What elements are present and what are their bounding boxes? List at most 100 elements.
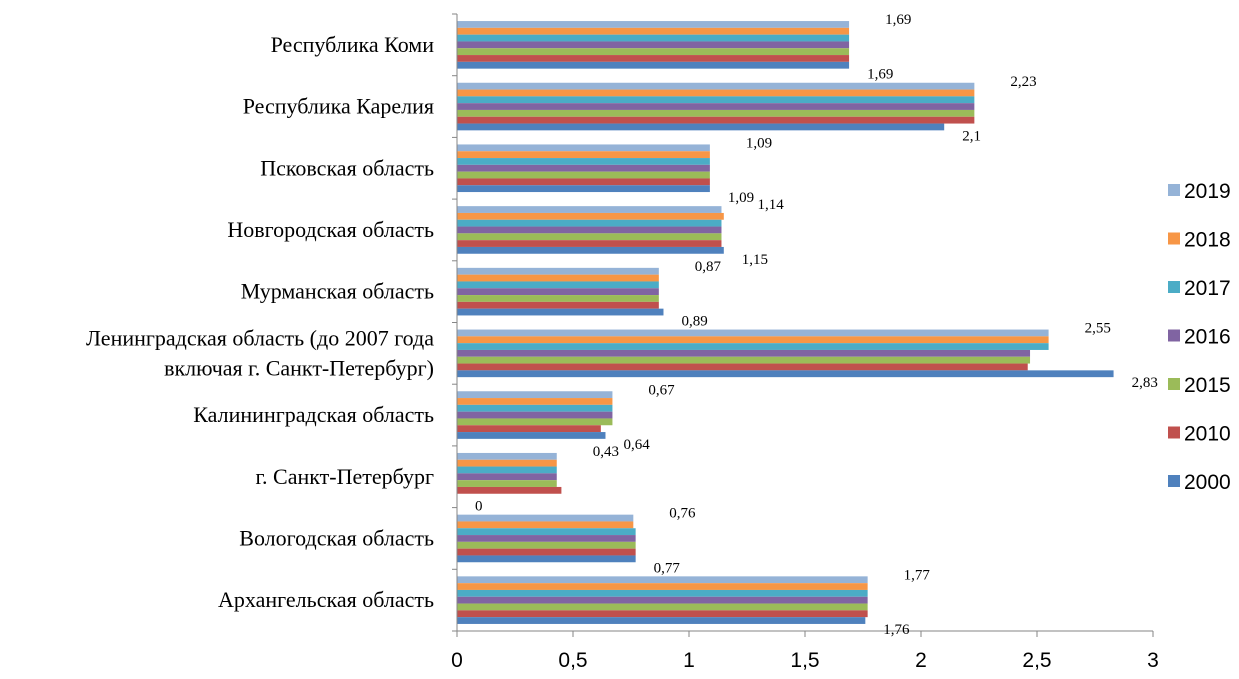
bar-2015-7 bbox=[457, 480, 557, 487]
x-tick-label: 2,5 bbox=[1022, 649, 1051, 672]
bar-2016-9 bbox=[457, 596, 868, 604]
bar-2018-4 bbox=[457, 274, 659, 282]
bar-2015-1 bbox=[457, 109, 975, 117]
bar-2019-6 bbox=[457, 391, 613, 399]
data-label-top: 1,14 bbox=[758, 197, 785, 213]
bar-2010-6 bbox=[457, 425, 601, 433]
category-label-line: Новгородская область bbox=[227, 217, 434, 242]
x-tick-label: 0,5 bbox=[558, 649, 587, 672]
bar-2016-0 bbox=[457, 41, 850, 49]
bar-2000-8 bbox=[457, 555, 636, 563]
bar-2017-2 bbox=[457, 158, 710, 165]
bar-2018-9 bbox=[457, 583, 868, 590]
bar-2015-9 bbox=[457, 603, 868, 611]
category-label-line: Ленинградская область (до 2007 года bbox=[86, 325, 434, 350]
bar-2000-3 bbox=[457, 246, 724, 254]
category-label: Республика Коми bbox=[271, 32, 435, 57]
legend-label-2010: 2010 bbox=[1184, 423, 1231, 446]
data-label-bottom: 2,83 bbox=[1132, 375, 1158, 391]
data-label-top: 1,77 bbox=[904, 567, 931, 583]
bar-2018-5 bbox=[457, 336, 1049, 344]
bar-2016-4 bbox=[457, 288, 659, 296]
category-label: Республика Карелия bbox=[243, 94, 434, 119]
bar-2016-3 bbox=[457, 226, 722, 234]
data-label-top: 2,55 bbox=[1085, 321, 1111, 337]
category-label-line: Республика Карелия bbox=[243, 94, 434, 119]
data-label-top: 1,09 bbox=[746, 136, 772, 152]
bar-2016-5 bbox=[457, 349, 1031, 357]
category-label: г. Санкт-Петербург bbox=[255, 464, 434, 489]
legend: 2019 2018 2017 2016 2015 2010 2000 bbox=[1168, 180, 1231, 494]
bar-2019-9 bbox=[457, 576, 868, 584]
category-label-line: Псковская область bbox=[260, 155, 434, 180]
bar-2015-2 bbox=[457, 171, 710, 179]
bar-2016-1 bbox=[457, 103, 975, 110]
x-tick-label: 0 bbox=[451, 649, 463, 672]
data-label-top: 0,43 bbox=[593, 444, 619, 460]
data-label-bottom: 1,76 bbox=[883, 622, 910, 638]
category-label: Калининградская область bbox=[193, 402, 434, 427]
legend-label-2015: 2015 bbox=[1184, 374, 1231, 397]
bar-2016-8 bbox=[457, 535, 636, 542]
bar-2018-3 bbox=[457, 212, 724, 220]
bar-2010-7 bbox=[457, 486, 562, 494]
bar-2010-0 bbox=[457, 55, 850, 62]
bar-2000-1 bbox=[457, 123, 945, 131]
x-tick-label: 1 bbox=[683, 649, 695, 672]
category-label-line: г. Санкт-Петербург bbox=[255, 464, 434, 489]
bar-2017-4 bbox=[457, 281, 659, 289]
category-label-line: Вологодская область bbox=[239, 526, 434, 551]
bar-2017-9 bbox=[457, 589, 868, 597]
bar-2015-4 bbox=[457, 295, 659, 302]
bar-2018-2 bbox=[457, 151, 710, 159]
x-axis-ticks: 0 0,5 1 1,5 2 2,5 3 bbox=[451, 631, 1159, 672]
bar-2017-7 bbox=[457, 466, 557, 474]
data-label-bottom: 2,1 bbox=[962, 128, 981, 144]
category-label-line: Архангельская область bbox=[218, 587, 434, 612]
category-labels: Республика Коми Республика Карелия Псковск… bbox=[86, 32, 434, 612]
category-label-line: включая г. Санкт-Петербург) bbox=[164, 355, 434, 380]
legend-label-2018: 2018 bbox=[1184, 229, 1231, 252]
bar-2015-6 bbox=[457, 418, 613, 426]
bar-2015-0 bbox=[457, 48, 850, 56]
bar-2019-4 bbox=[457, 267, 659, 275]
bar-2000-4 bbox=[457, 308, 664, 316]
bar-2019-2 bbox=[457, 144, 710, 152]
legend-swatch-2019 bbox=[1168, 184, 1180, 196]
bar-2015-5 bbox=[457, 356, 1031, 364]
bar-2010-4 bbox=[457, 301, 659, 309]
bar-2010-8 bbox=[457, 548, 636, 556]
bar-2017-0 bbox=[457, 34, 850, 42]
bar-2017-8 bbox=[457, 528, 636, 536]
category-label: Новгородская область bbox=[227, 217, 434, 242]
data-label-bottom: 0,89 bbox=[682, 314, 708, 330]
bar-2019-1 bbox=[457, 82, 975, 90]
bar-2015-8 bbox=[457, 541, 636, 549]
bar-2018-8 bbox=[457, 521, 634, 529]
data-label-top: 0,87 bbox=[695, 259, 722, 275]
bar-2017-3 bbox=[457, 219, 722, 227]
legend-label-2017: 2017 bbox=[1184, 277, 1231, 300]
bar-2010-2 bbox=[457, 178, 710, 186]
legend-label-2019: 2019 bbox=[1184, 180, 1231, 203]
data-label-bottom: 0,77 bbox=[654, 560, 681, 576]
data-labels: 1,691,69 2,232,11,091,09 1,141,150,870,89 2… bbox=[475, 12, 1158, 638]
legend-label-2016: 2016 bbox=[1184, 326, 1231, 349]
category-label: Ленинградская область (до 2007 года включ… bbox=[86, 325, 434, 380]
bar-2000-5 bbox=[457, 370, 1114, 378]
bar-2016-7 bbox=[457, 473, 557, 481]
legend-swatch-2010 bbox=[1168, 426, 1180, 439]
bar-2010-5 bbox=[457, 363, 1028, 371]
bar-2019-5 bbox=[457, 329, 1049, 337]
bar-2010-9 bbox=[457, 610, 868, 618]
bar-2017-6 bbox=[457, 404, 613, 412]
legend-label-2000: 2000 bbox=[1184, 471, 1231, 494]
bar-2010-1 bbox=[457, 116, 975, 124]
data-label-bottom: 0 bbox=[475, 499, 483, 515]
bar-2000-6 bbox=[457, 432, 606, 439]
x-tick-label: 2 bbox=[915, 649, 927, 672]
category-label: Архангельская область bbox=[218, 587, 434, 612]
bar-2018-0 bbox=[457, 27, 850, 35]
category-label-line: Мурманская область bbox=[241, 279, 434, 304]
